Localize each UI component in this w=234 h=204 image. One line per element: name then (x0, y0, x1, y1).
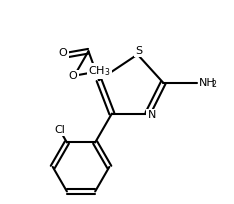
Text: NH: NH (199, 78, 216, 88)
Text: S: S (135, 46, 143, 56)
Text: CH$_3$: CH$_3$ (88, 64, 111, 78)
Text: O: O (59, 48, 68, 58)
Text: N: N (147, 110, 156, 120)
Text: 2: 2 (212, 80, 216, 89)
Text: O: O (69, 71, 77, 81)
Text: Cl: Cl (54, 125, 65, 135)
